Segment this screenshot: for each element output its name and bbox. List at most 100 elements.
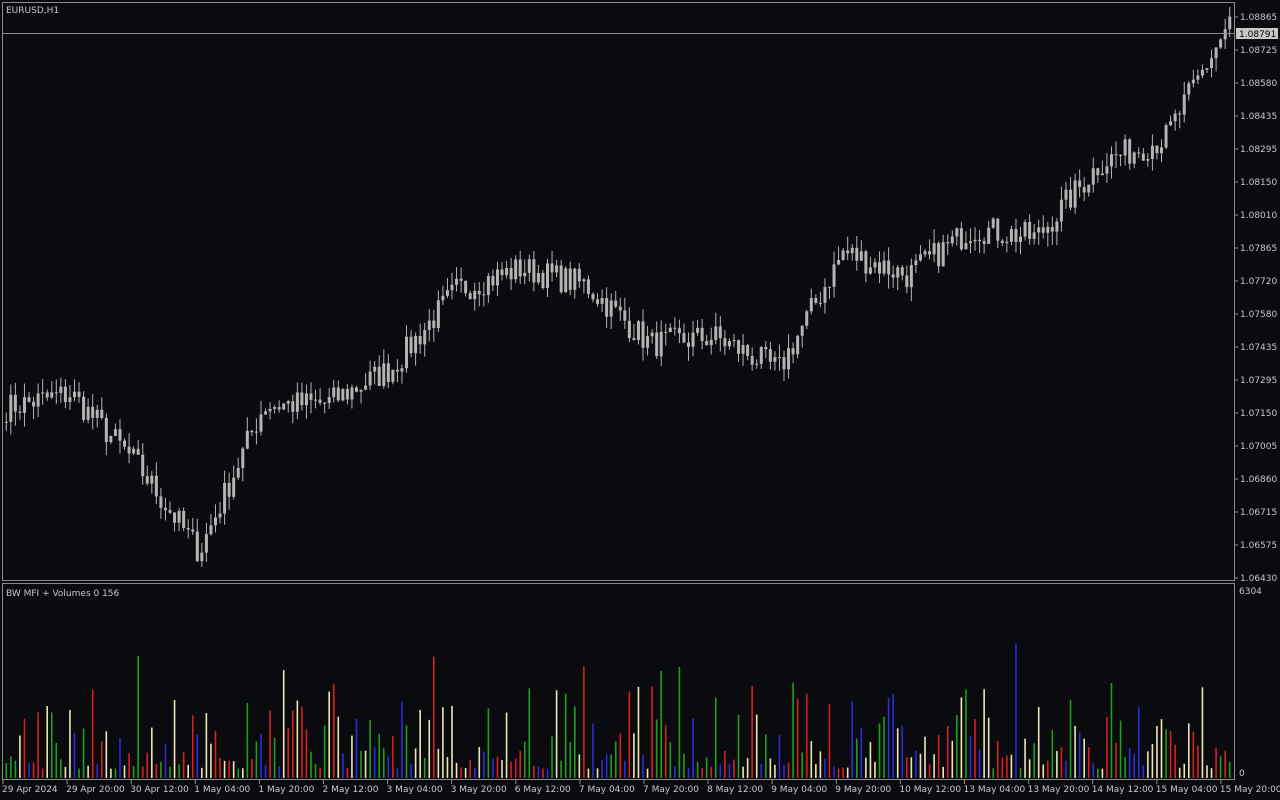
time-axis-label: 15 May 04:00 <box>1156 785 1218 795</box>
candle-body <box>1037 227 1041 233</box>
candle-body <box>354 387 358 392</box>
candle-body <box>168 510 172 513</box>
candle-body <box>18 411 22 413</box>
current-price-tag <box>1236 28 1278 39</box>
candle-body <box>1091 168 1095 185</box>
candle-body <box>41 392 45 394</box>
price-axis-label: 1.06575 <box>1240 541 1277 551</box>
indicator-pane[interactable] <box>2 583 1235 780</box>
candle-body <box>54 392 58 394</box>
candle-body <box>518 259 522 277</box>
price-axis[interactable]: 1.08865 1.08725 1.08580 1.08435 1.08295 1.081… <box>1234 13 1277 584</box>
candle-body <box>182 510 186 529</box>
candle-body <box>873 262 877 268</box>
candle-body <box>868 267 872 274</box>
candle-body <box>682 333 686 343</box>
candle-body <box>400 368 404 372</box>
candle-body <box>373 366 377 372</box>
candle-body <box>45 392 49 398</box>
candle-body <box>550 263 554 273</box>
candle-body <box>968 241 972 244</box>
candle-body <box>1228 16 1232 30</box>
candle-body <box>273 407 277 409</box>
candle-body <box>827 286 831 288</box>
price-axis-label: 1.07435 <box>1240 343 1277 353</box>
candle-body <box>755 363 759 365</box>
candle-body <box>527 259 531 273</box>
candle-body <box>72 391 76 398</box>
candle-body <box>677 328 681 334</box>
candle-body <box>800 325 804 336</box>
candle-body <box>991 218 995 228</box>
candle-body <box>887 260 891 275</box>
candle-body <box>937 243 941 267</box>
candle-body <box>323 402 327 404</box>
candle-body <box>191 529 195 532</box>
candle-body <box>928 251 932 255</box>
candle-body <box>86 406 90 420</box>
candle-body <box>4 421 8 423</box>
candle-body <box>837 260 841 265</box>
time-axis-label: 7 May 20:00 <box>643 785 699 795</box>
candle-body <box>996 218 1000 241</box>
candle-body <box>314 399 318 401</box>
candle-body <box>1105 166 1109 174</box>
price-axis-label: 1.06860 <box>1240 475 1277 485</box>
candle-body <box>473 290 477 300</box>
candle-body <box>523 272 527 277</box>
candle-body <box>159 496 163 508</box>
candle-body <box>946 242 950 244</box>
candle-body <box>746 345 750 356</box>
time-axis-label: 3 May 04:00 <box>387 785 443 795</box>
candle-body <box>768 349 772 362</box>
candle-body <box>1132 152 1136 164</box>
candle-body <box>204 534 208 553</box>
candle-body <box>359 389 363 392</box>
candle-body <box>1123 139 1127 156</box>
candle-body <box>136 448 140 455</box>
candle-body <box>259 414 263 432</box>
candle-body <box>459 278 463 281</box>
time-axis-label: 9 May 20:00 <box>835 785 891 795</box>
candle-body <box>1069 189 1073 208</box>
candle-body <box>1050 226 1054 232</box>
candle-body <box>791 348 795 355</box>
candle-body <box>705 341 709 346</box>
candle-body <box>1096 168 1100 176</box>
time-axis[interactable]: 29 Apr 2024 29 Apr 20:00 30 Apr 12:00 1 May… <box>2 780 1280 795</box>
candle-body <box>218 513 222 518</box>
main-price-pane[interactable] <box>2 2 1235 581</box>
candle-body <box>805 311 809 326</box>
candle-body <box>641 321 645 348</box>
candle-body <box>495 269 499 286</box>
candle-body <box>1214 47 1218 59</box>
candle-body <box>918 254 922 261</box>
time-axis-label: 10 May 12:00 <box>899 785 961 795</box>
candle-body <box>932 243 936 255</box>
candle-body <box>291 401 295 412</box>
candle-body <box>586 279 590 294</box>
candle-body <box>150 475 154 484</box>
time-axis-label: 3 May 20:00 <box>451 785 507 795</box>
candle-body <box>514 259 518 280</box>
candle-body <box>277 407 281 410</box>
candle-body <box>564 268 568 293</box>
candle-body <box>9 394 13 422</box>
candle-body <box>63 386 67 402</box>
candle-body <box>541 273 545 289</box>
candle-body <box>95 409 99 418</box>
candle-body <box>113 429 117 436</box>
candle-body <box>568 268 572 290</box>
candle-body <box>364 385 368 390</box>
indicator-title: BW MFI + Volumes 0 156 <box>6 589 120 599</box>
candle-body <box>491 275 495 286</box>
candle-body <box>636 321 640 341</box>
candle-body <box>555 265 559 273</box>
candle-body <box>536 273 540 283</box>
price-axis-label: 1.08580 <box>1240 79 1277 89</box>
candle-body <box>127 446 131 454</box>
candle-body <box>732 340 736 342</box>
candle-body <box>132 448 136 454</box>
candle-body <box>13 394 17 412</box>
